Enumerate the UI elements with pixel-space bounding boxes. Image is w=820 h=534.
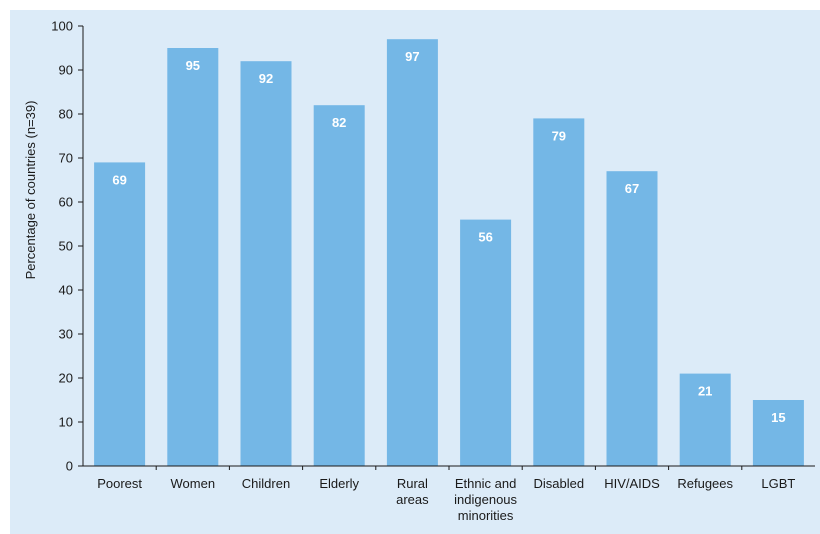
data-label: 79 bbox=[552, 128, 566, 143]
category-label: Rural areas bbox=[396, 476, 429, 507]
category-label: HIV/AIDS bbox=[604, 476, 660, 491]
y-tick-label: 10 bbox=[59, 415, 73, 430]
y-tick-label: 90 bbox=[59, 63, 73, 78]
bar bbox=[606, 171, 658, 466]
category-label: Children bbox=[242, 476, 290, 491]
y-tick-label: 100 bbox=[51, 19, 73, 34]
y-tick-label: 80 bbox=[59, 107, 73, 122]
bar bbox=[167, 48, 219, 466]
data-label: 82 bbox=[332, 115, 346, 130]
bars: 69 95 92 82 97 56 79 67 21 15 bbox=[94, 39, 804, 467]
y-axis: 0 10 20 30 40 50 60 70 80 90 100 bbox=[51, 19, 84, 474]
bar bbox=[386, 39, 438, 466]
data-label: 97 bbox=[405, 49, 419, 64]
y-axis-title: Percentage of countries (n=39) bbox=[23, 101, 38, 280]
bar bbox=[679, 373, 731, 466]
bar bbox=[460, 219, 512, 466]
y-tick-label: 50 bbox=[59, 239, 73, 254]
category-label: Elderly bbox=[319, 476, 359, 491]
y-tick-label: 0 bbox=[66, 459, 73, 474]
category-label: Ethnic and indigenous minorities bbox=[454, 476, 517, 523]
bar bbox=[533, 118, 585, 467]
bar bbox=[313, 105, 365, 466]
category-label: Refugees bbox=[677, 476, 733, 491]
data-label: 92 bbox=[259, 71, 273, 86]
data-label: 15 bbox=[771, 410, 785, 425]
bar-chart: Percentage of countries (n=39) 0 10 20 30 40… bbox=[23, 19, 815, 523]
category-label: Women bbox=[171, 476, 216, 491]
y-tick-label: 20 bbox=[59, 371, 73, 386]
data-label: 95 bbox=[186, 58, 200, 73]
category-label: Poorest bbox=[97, 476, 142, 491]
bar bbox=[240, 61, 292, 466]
data-label: 56 bbox=[478, 230, 492, 245]
y-tick-label: 40 bbox=[59, 283, 73, 298]
data-label: 67 bbox=[625, 181, 639, 196]
data-label: 69 bbox=[112, 172, 126, 187]
x-axis: Poorest Women Children Elderly Rural areas Eth… bbox=[83, 465, 815, 523]
category-label: LGBT bbox=[761, 476, 795, 491]
chart-panel: Percentage of countries (n=39) 0 10 20 30 40… bbox=[10, 10, 820, 534]
y-tick-label: 30 bbox=[59, 327, 73, 342]
y-tick-label: 60 bbox=[59, 195, 73, 210]
y-tick-label: 70 bbox=[59, 151, 73, 166]
data-label: 21 bbox=[698, 384, 712, 399]
bar bbox=[94, 162, 146, 466]
category-label: Disabled bbox=[534, 476, 585, 491]
bar bbox=[752, 400, 804, 466]
